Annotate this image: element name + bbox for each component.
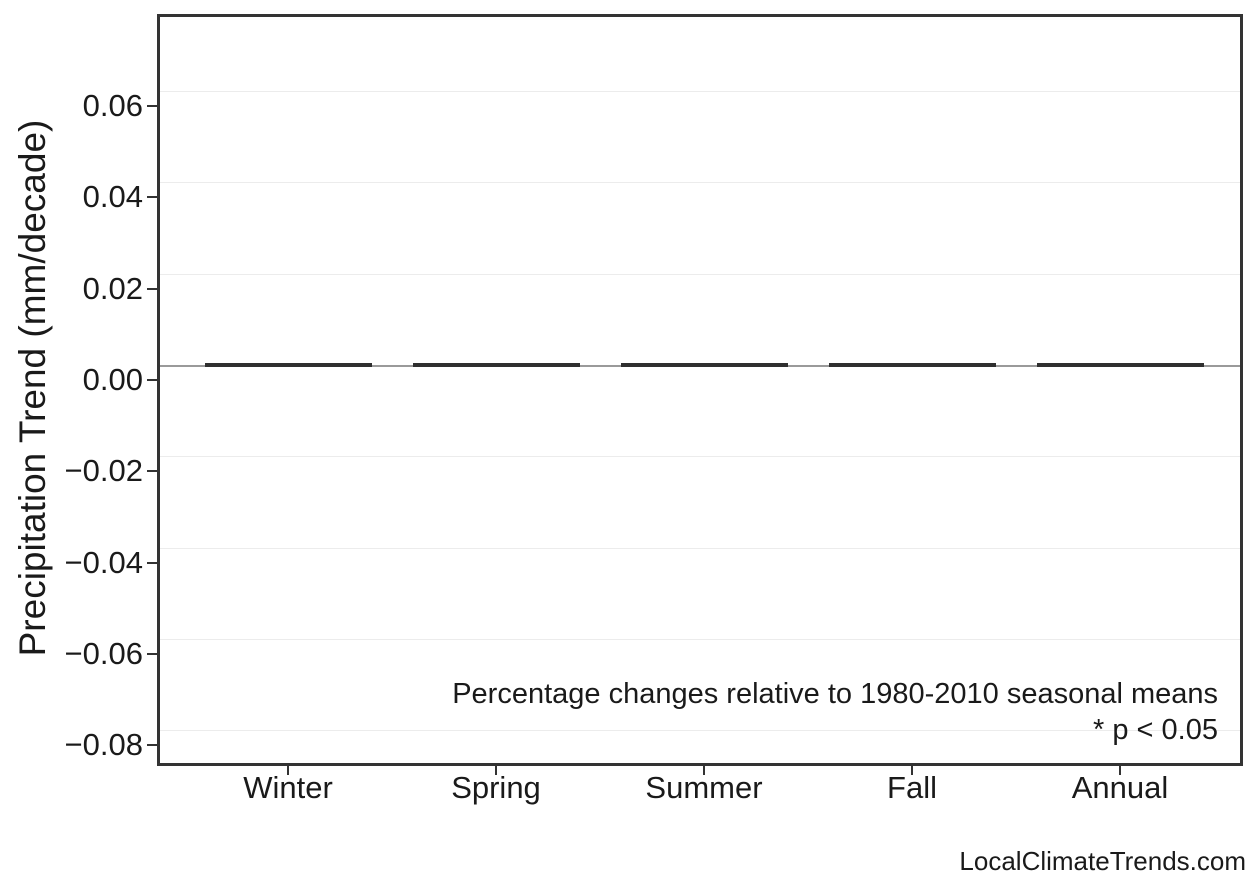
x-tick-label: Fall xyxy=(887,770,937,805)
y-tick-mark xyxy=(147,288,157,290)
gridline xyxy=(160,548,1240,549)
y-tick-mark xyxy=(147,379,157,381)
x-tick-label: Annual xyxy=(1071,770,1169,805)
y-tick-mark xyxy=(147,744,157,746)
bar xyxy=(1036,363,1204,367)
x-tick-label: Spring xyxy=(451,770,541,805)
x-tick-mark xyxy=(287,766,289,775)
y-tick-label: −0.04 xyxy=(64,545,143,580)
gridline xyxy=(160,91,1240,92)
annotation-note: Percentage changes relative to 1980-2010… xyxy=(452,678,1218,710)
gridline xyxy=(160,730,1240,731)
bar xyxy=(412,363,580,367)
x-tick-mark xyxy=(495,766,497,775)
y-tick-mark xyxy=(147,196,157,198)
gridline xyxy=(160,182,1240,183)
y-tick-mark xyxy=(147,105,157,107)
y-tick-label: 0.00 xyxy=(82,362,143,397)
annotation-significance: * p < 0.05 xyxy=(1093,714,1218,746)
x-tick-mark xyxy=(1119,766,1121,775)
x-tick-mark xyxy=(703,766,705,775)
x-tick-label: Summer xyxy=(645,770,763,805)
y-tick-mark xyxy=(147,470,157,472)
gridline xyxy=(160,639,1240,640)
x-tick-label: Winter xyxy=(243,770,333,805)
watermark: LocalClimateTrends.com xyxy=(959,846,1246,876)
y-tick-label: 0.04 xyxy=(82,179,143,214)
y-tick-label: −0.06 xyxy=(64,636,143,671)
y-tick-mark xyxy=(147,653,157,655)
y-tick-mark xyxy=(147,562,157,564)
y-tick-label: −0.08 xyxy=(64,727,143,762)
y-tick-label: 0.06 xyxy=(82,88,143,123)
x-tick-mark xyxy=(911,766,913,775)
bar xyxy=(620,363,788,367)
y-tick-label: 0.02 xyxy=(82,271,143,306)
y-tick-label: −0.02 xyxy=(64,453,143,488)
gridline xyxy=(160,274,1240,275)
bar xyxy=(204,363,372,367)
plot-panel: Percentage changes relative to 1980-2010… xyxy=(157,14,1243,766)
annotation-block: Percentage changes relative to 1980-2010… xyxy=(452,676,1218,748)
gridline xyxy=(160,456,1240,457)
bar xyxy=(828,363,996,367)
